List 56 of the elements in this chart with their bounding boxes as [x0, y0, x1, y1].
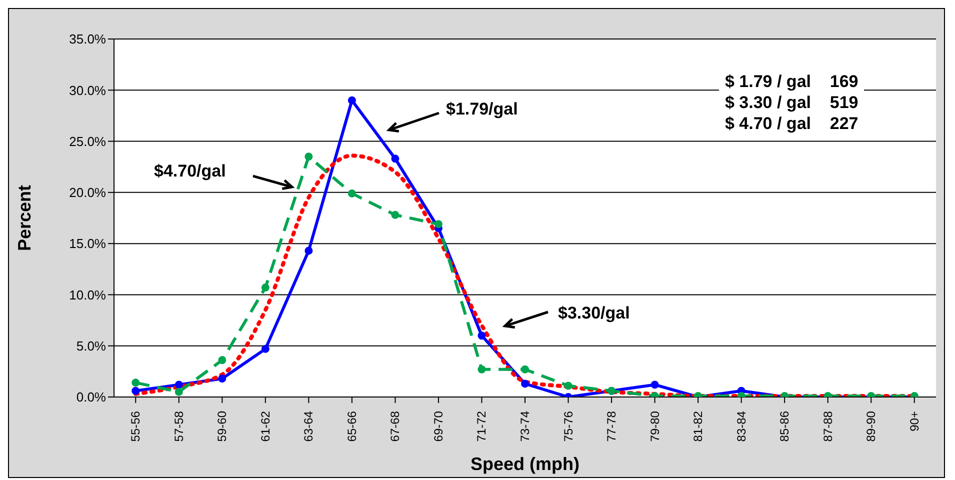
x-tick-label: 77-78 [604, 410, 619, 442]
point [348, 96, 356, 104]
x-tick-label: 90+ [907, 411, 922, 432]
point [218, 356, 226, 364]
annotation: $ 4.70 / gal 227 [725, 113, 858, 134]
x-tick-label: 71-72 [474, 410, 489, 442]
y-tick-label: 10.0% [69, 287, 106, 302]
y-tick-label: 5.0% [76, 338, 106, 354]
point [304, 152, 313, 161]
point [564, 382, 572, 390]
x-tick-label: 69-70 [431, 410, 446, 442]
point [261, 284, 270, 292]
annotation: $4.70/gal [154, 162, 226, 180]
x-tick-label: 89-90 [864, 410, 878, 442]
point [218, 374, 226, 383]
x-tick-label: 59-60 [215, 410, 230, 442]
x-tick-label: 85-86 [778, 410, 792, 442]
x-tick-label: 73-74 [518, 410, 532, 442]
point [521, 380, 529, 388]
annotation: $ 1.79 / gal 169 [725, 71, 858, 92]
point [478, 365, 486, 374]
point [478, 332, 486, 340]
point [521, 365, 529, 374]
y-tick-label: 15.0% [69, 236, 106, 252]
x-tick-label: 65-66 [344, 410, 359, 442]
y-axis-title: Percent [14, 184, 34, 252]
point [391, 154, 400, 163]
point [132, 378, 140, 387]
point [261, 344, 270, 353]
x-axis-title: Speed (mph) [470, 454, 580, 474]
point [304, 246, 313, 255]
x-tick-label: 87-88 [820, 410, 835, 442]
y-tick-label: 25.0% [69, 134, 106, 149]
point [348, 189, 356, 198]
x-tick-label: 79-80 [648, 410, 662, 442]
x-tick-label: 55-56 [128, 410, 143, 442]
y-tick-label: 30.0% [69, 82, 106, 98]
x-tick-label: 83-84 [734, 410, 748, 442]
x-tick-label: 75-76 [561, 410, 576, 442]
annotation: $3.30/gal [558, 304, 630, 322]
point [650, 380, 659, 389]
x-tick-label: 67-68 [388, 410, 402, 442]
point [174, 380, 183, 389]
y-tick-label: 35.0% [69, 32, 106, 47]
x-tick-label: 61-62 [258, 410, 272, 442]
point [434, 220, 442, 228]
x-tick-label: 63-64 [302, 410, 316, 442]
point [391, 210, 400, 219]
y-tick-label: 0.0% [76, 390, 106, 405]
annotation: $ 3.30 / gal 519 [725, 92, 858, 113]
x-tick-label: 57-58 [172, 410, 186, 442]
y-tick-label: 20.0% [69, 185, 106, 200]
point [174, 388, 183, 396]
annotation: $1.79/gal [446, 100, 518, 118]
x-tick-label: 81-82 [691, 410, 706, 442]
point [132, 386, 140, 395]
